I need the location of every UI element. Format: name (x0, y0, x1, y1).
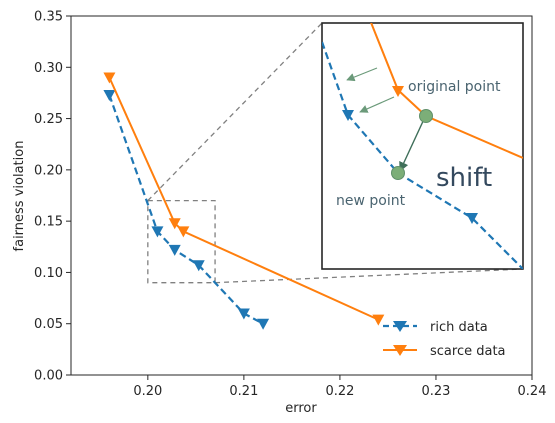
data-point-0 (257, 318, 270, 330)
data-point-1 (177, 226, 190, 238)
y-tick-label: 0.25 (34, 112, 63, 127)
legend-item-scarce: scarce data (383, 344, 506, 359)
y-axis-label: fairness violation (12, 141, 27, 252)
y-tick-label: 0.30 (34, 61, 63, 76)
data-point-0 (151, 226, 164, 238)
data-point-1 (168, 218, 181, 230)
data-point-0 (237, 308, 250, 320)
x-tick-label: 0.21 (229, 384, 258, 399)
x-tick-label: 0.23 (421, 384, 450, 399)
y-tick-label: 0.20 (34, 163, 63, 178)
zoom-connector-top (147, 22, 323, 202)
y-tick-label: 0.10 (34, 266, 63, 281)
inset-frame (321, 22, 524, 270)
legend-marker-rich (393, 321, 407, 332)
data-point-1 (372, 314, 385, 326)
x-axis-label: error (285, 401, 317, 416)
x-tick-label: 0.20 (133, 384, 162, 399)
inset-rich-marker (466, 213, 478, 224)
shift-label: shift (436, 163, 492, 193)
series-layer (103, 72, 385, 330)
legend-marker-scarce (393, 345, 407, 356)
x-tick-label: 0.24 (518, 384, 547, 399)
inset: original point new point shift (321, 22, 524, 270)
legend-label-rich: rich data (430, 320, 488, 335)
new-point-label: new point (336, 193, 406, 209)
data-point-0 (192, 260, 205, 272)
data-point-0 (168, 244, 181, 256)
y-tick-label: 0.35 (34, 10, 63, 25)
pointer-arrow-upper (346, 67, 378, 82)
shift-arrow (399, 116, 426, 172)
original-point-marker (419, 109, 433, 123)
legend-item-rich: rich data (383, 320, 488, 335)
series-line-0 (108, 94, 264, 325)
data-point-1 (103, 72, 116, 84)
legend-label-scarce: scarce data (430, 344, 506, 359)
zoom-box (147, 199, 216, 284)
y-tick-label: 0.15 (34, 215, 63, 230)
legend: rich data scarce data (383, 320, 506, 359)
new-point-marker (391, 166, 405, 180)
y-axis: 0.00 0.05 0.10 0.15 0.20 0.25 0.30 0.35 (34, 10, 71, 384)
x-tick-label: 0.22 (325, 384, 354, 399)
original-point-label: original point (408, 79, 501, 95)
y-tick-label: 0.00 (34, 369, 63, 384)
inset-scarce-line (370, 23, 523, 159)
inset-rich-marker (342, 110, 354, 121)
data-point-0 (103, 89, 116, 101)
inset-scarce-marker (392, 86, 404, 97)
zoom-connector-bottom (215, 268, 524, 284)
x-axis: 0.20 0.21 0.22 0.23 0.24 (133, 375, 546, 399)
y-tick-label: 0.05 (34, 317, 63, 332)
zoom-indicator (147, 22, 524, 284)
pointer-arrow-lower (359, 96, 395, 113)
